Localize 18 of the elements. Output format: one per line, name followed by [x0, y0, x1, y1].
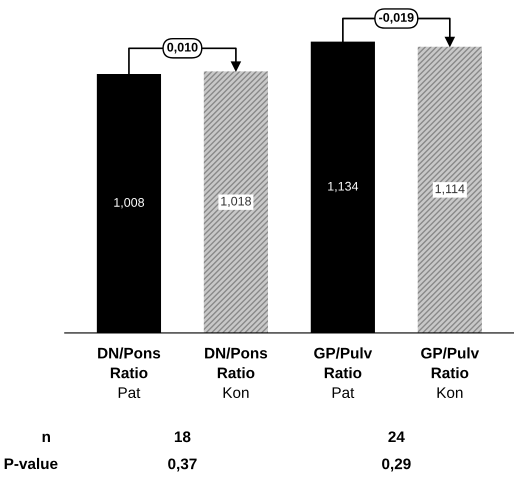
data-label: 1,008 [114, 198, 144, 208]
text: 0,29 [382, 458, 411, 472]
x-tick-label: DN/Pons Ratio Kon [205, 347, 268, 398]
annotation: 0,010 [167, 42, 198, 54]
bar [418, 46, 482, 333]
bar [204, 71, 268, 333]
x-tick-label: GP/Pulv Ratio Pat [314, 347, 372, 398]
data-label: 1,134 [328, 182, 358, 192]
text: -0,019 [379, 12, 414, 24]
text: 0,37 [168, 458, 197, 472]
text: 18 [174, 431, 190, 442]
data-label: 1,018 [221, 196, 251, 208]
x-tick-label: GP/Pulv Ratio Kon [421, 347, 480, 398]
text: n [42, 434, 50, 442]
text: P-value [4, 458, 58, 470]
text: 24 [388, 431, 405, 442]
x-tick-label: DN/Pons Ratio Pat [98, 347, 160, 398]
data-label: 1,114 [436, 184, 465, 195]
